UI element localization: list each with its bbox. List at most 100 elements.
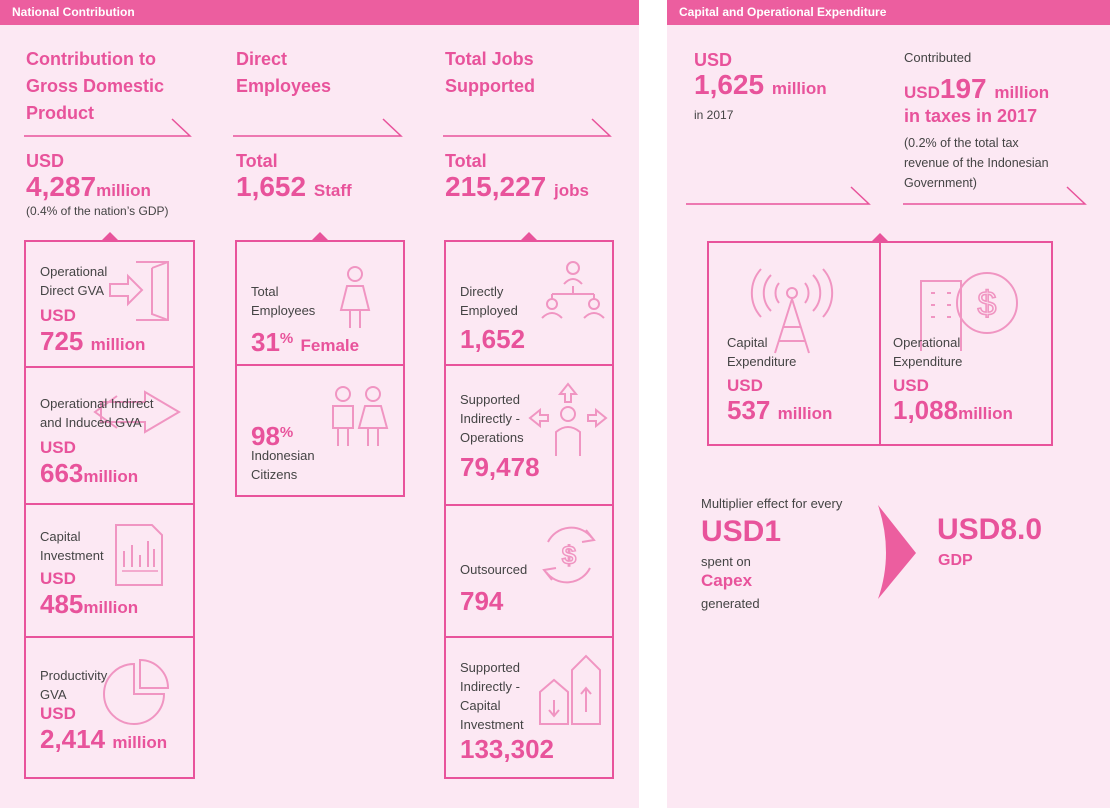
jobs-breakdown: Directly Employed 1,652 Supported Indire… bbox=[444, 240, 614, 779]
gdp-item-unit: USD bbox=[40, 569, 76, 588]
gdp-item-capital-investment: Capital Investment USD 485million bbox=[26, 505, 193, 638]
taxes-pre: Contributed bbox=[904, 50, 972, 65]
value-unit: million bbox=[83, 598, 139, 617]
value-number: 31 bbox=[251, 327, 280, 357]
label-line: Total bbox=[251, 284, 279, 299]
value-number: 537 bbox=[727, 395, 771, 425]
multiplier-text1: Multiplier effect for every bbox=[701, 496, 843, 511]
national-contribution-banner: National Contribution bbox=[0, 0, 639, 25]
jobs-item-outsourced: $ Outsourced 794 bbox=[446, 506, 612, 638]
employees-title: Direct Employees bbox=[236, 46, 331, 100]
label-line: Employed bbox=[460, 303, 518, 318]
capex-unit: USD bbox=[727, 376, 763, 395]
taxes-arrow-rule bbox=[903, 186, 1087, 205]
jobs-item-direct: Directly Employed 1,652 bbox=[446, 242, 612, 366]
gdp-breakdown: Operational Direct GVA USD 725 million O… bbox=[24, 240, 195, 779]
growth-bars-icon bbox=[539, 654, 601, 725]
label-line: Supported bbox=[460, 392, 520, 407]
jobs-item-indirect-operations: Supported Indirectly - Operations 79,478 bbox=[446, 366, 612, 506]
value-number: 2,414 bbox=[40, 724, 106, 754]
employees-item-value: 31% Female bbox=[251, 324, 359, 361]
opex-label: Operational Expenditure bbox=[893, 333, 962, 371]
multiplier-big: USD1 bbox=[701, 515, 782, 548]
label-line: Productivity bbox=[40, 668, 108, 683]
people-icon bbox=[332, 386, 389, 446]
value-unit: Female bbox=[300, 336, 360, 355]
label-line: Expenditure bbox=[893, 354, 963, 369]
value-number: 725 bbox=[40, 326, 84, 356]
multiplier-text2: spent on bbox=[701, 554, 751, 569]
value-unit: million bbox=[90, 335, 146, 354]
jobs-unit: Total bbox=[445, 151, 487, 171]
opex-unit: USD bbox=[893, 376, 929, 395]
jobs-item-value: 133,302 bbox=[460, 734, 554, 764]
building-dollar-icon: $ bbox=[920, 272, 1018, 351]
multiplier-capex: Capex bbox=[701, 571, 753, 590]
national-contribution-panel: National Contribution Contribution to Gr… bbox=[0, 0, 639, 808]
value-percent: % bbox=[279, 424, 294, 441]
expenditure-caret bbox=[871, 233, 889, 242]
expenditure-divider bbox=[879, 243, 881, 444]
gdp-arrow-rule bbox=[24, 118, 192, 137]
employees-title-line-1: Direct bbox=[236, 49, 288, 69]
label-line: Direct GVA bbox=[40, 283, 105, 298]
taxes-amount: USD197 million bbox=[904, 74, 1049, 108]
employees-item-label: Indonesian Citizens bbox=[251, 446, 315, 484]
employees-breakdown: Total Employees 31% Female 98% Indonesia… bbox=[235, 240, 405, 497]
multiplier-text3: generated bbox=[701, 596, 760, 611]
label-line: Citizens bbox=[251, 467, 298, 482]
taxes-unit: USD bbox=[904, 83, 940, 102]
person-arrows-icon bbox=[528, 382, 608, 456]
capex-opex-banner: Capital and Operational Expenditure bbox=[667, 0, 1110, 25]
employees-arrow-rule bbox=[233, 118, 403, 137]
label-line: Capital bbox=[460, 698, 501, 713]
employees-total-value: 1,652 bbox=[236, 171, 307, 202]
gdp-title-line-1: Contribution to bbox=[26, 49, 156, 69]
gdp-item-unit: USD bbox=[40, 306, 76, 325]
jobs-item-label: Supported Indirectly - Operations bbox=[460, 390, 524, 447]
multiplier-result: USD8.0 bbox=[937, 513, 1043, 546]
expenditure-breakdown: Capital Expenditure USD 537 million $ Op… bbox=[707, 241, 1053, 446]
label-line: Investment bbox=[40, 548, 104, 563]
gdp-item-value: 663million bbox=[40, 458, 138, 492]
note-line: revenue of the Indonesian bbox=[904, 156, 1049, 170]
taxes-line2: in taxes in 2017 bbox=[904, 106, 1038, 126]
gdp-item-label: Operational Direct GVA bbox=[40, 262, 107, 300]
label-line: Indirectly - bbox=[460, 411, 520, 426]
total-expenditure-value: 1,625 bbox=[694, 69, 765, 100]
employees-caret bbox=[311, 232, 329, 241]
org-people-icon bbox=[541, 261, 605, 319]
label-line: Capital bbox=[40, 529, 81, 544]
gdp-item-label: Operational Indirect and Induced GVA bbox=[40, 394, 153, 432]
value-unit: million bbox=[112, 733, 168, 752]
employees-total-unit: Staff bbox=[313, 181, 352, 200]
jobs-total-value: 215,227 bbox=[445, 171, 547, 202]
gdp-total-value: 4,287 bbox=[26, 171, 97, 202]
label-line: Indirectly - bbox=[460, 679, 520, 694]
gdp-note: (0.4% of the nation’s GDP) bbox=[26, 204, 169, 218]
label-line: Operations bbox=[460, 430, 524, 445]
gdp-item-operational-indirect: Operational Indirect and Induced GVA USD… bbox=[26, 368, 193, 505]
svg-text:$: $ bbox=[562, 540, 577, 570]
total-expenditure-unit: USD bbox=[694, 50, 733, 70]
taxes-value: 197 bbox=[939, 73, 987, 104]
capex-cell: Capital Expenditure USD 537 million bbox=[709, 243, 879, 444]
label-line: Directly bbox=[460, 284, 504, 299]
gdp-total-unit: million bbox=[96, 181, 151, 200]
label-line: GVA bbox=[40, 687, 67, 702]
gdp-title-line-2: Gross Domestic bbox=[26, 76, 165, 96]
gdp-item-unit: USD bbox=[40, 438, 76, 457]
label-line: Investment bbox=[460, 717, 524, 732]
document-chart-icon bbox=[115, 524, 163, 586]
label-line: Operational Indirect bbox=[40, 396, 154, 411]
exit-door-icon bbox=[109, 261, 169, 321]
taxes-value-unit: million bbox=[994, 83, 1050, 102]
note-line: (0.2% of the total tax bbox=[904, 136, 1019, 150]
label-line: Employees bbox=[251, 303, 316, 318]
note-line: Government) bbox=[904, 176, 977, 190]
jobs-item-indirect-capital: Supported Indirectly - Capital Investmen… bbox=[446, 638, 612, 779]
capex-opex-panel: Capital and Operational Expenditure USD … bbox=[667, 0, 1110, 808]
opex-cell: $ Operational Expenditure USD 1,088milli… bbox=[881, 243, 1051, 444]
total-expenditure-unit-label: million bbox=[771, 79, 827, 98]
pie-chart-icon bbox=[103, 658, 170, 725]
